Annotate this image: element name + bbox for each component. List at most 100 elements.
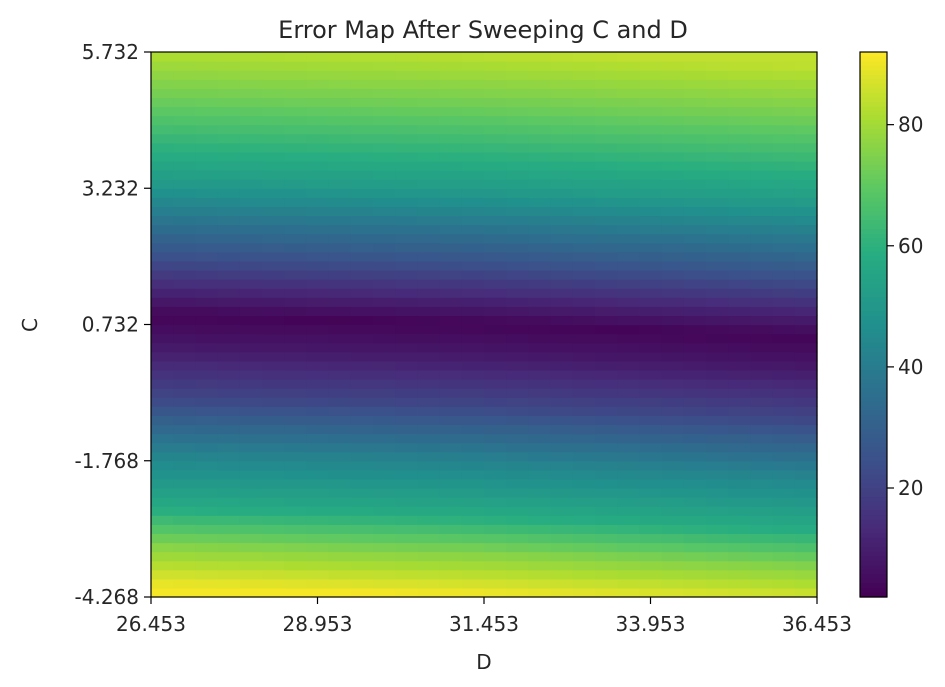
heatmap-cell <box>484 415 507 426</box>
heatmap-cell <box>328 79 352 89</box>
heatmap-cell <box>239 478 263 489</box>
heatmap-cell <box>373 569 396 580</box>
heatmap-cell <box>683 497 707 507</box>
heatmap-cell <box>528 260 552 271</box>
heatmap-cell <box>572 433 596 444</box>
heatmap-cell <box>350 97 374 108</box>
heatmap-cell <box>262 288 285 298</box>
heatmap-cell <box>506 451 529 462</box>
heatmap-cell <box>683 251 707 262</box>
heatmap-cell <box>350 342 374 353</box>
heatmap-cell <box>595 115 618 126</box>
heatmap-cell <box>195 351 219 362</box>
heatmap-cell <box>706 79 729 89</box>
heatmap-cell <box>661 233 685 244</box>
heatmap-cell <box>794 133 818 144</box>
heatmap-cell <box>683 188 707 198</box>
heatmap-cell <box>284 369 307 380</box>
heatmap-cell <box>528 524 552 535</box>
heatmap-cell <box>706 369 729 380</box>
heatmap-cell <box>750 506 774 516</box>
heatmap-cell <box>617 142 640 153</box>
heatmap-cell <box>306 233 330 244</box>
heatmap-cell <box>639 478 663 489</box>
heatmap-cell <box>395 260 418 271</box>
heatmap-cell <box>484 188 507 198</box>
colorbar-segment <box>860 569 887 575</box>
heatmap-cell <box>506 460 529 471</box>
heatmap-cell <box>728 61 751 71</box>
heatmap-cell <box>750 197 774 208</box>
heatmap-cell <box>173 260 196 271</box>
heatmap-cell <box>772 369 796 380</box>
heatmap-cell <box>661 524 685 535</box>
heatmap-cell <box>373 315 396 326</box>
heatmap-cell <box>350 179 374 189</box>
heatmap-cell <box>595 460 618 471</box>
heatmap-cell <box>195 251 219 262</box>
heatmap-cell <box>595 524 618 535</box>
heatmap-cell <box>484 578 507 589</box>
heatmap-cell <box>395 433 418 444</box>
heatmap-cell <box>683 515 707 525</box>
heatmap-cell <box>350 488 374 498</box>
heatmap-cell <box>195 115 219 126</box>
heatmap-cell <box>417 451 441 462</box>
heatmap-cell <box>706 251 729 262</box>
heatmap-cell <box>772 70 796 80</box>
heatmap-cell <box>617 306 640 317</box>
heatmap-cell <box>772 224 796 235</box>
heatmap-cell <box>661 533 685 544</box>
heatmap-cell <box>217 551 241 562</box>
heatmap-cell <box>151 260 174 271</box>
heatmap-cell <box>550 469 574 480</box>
heatmap-cell <box>217 469 241 480</box>
heatmap-cell <box>284 524 307 535</box>
heatmap-cell <box>528 506 552 516</box>
colorbar-segment <box>860 147 887 153</box>
heatmap-cell <box>461 188 485 198</box>
heatmap-cell <box>794 369 818 380</box>
heatmap-cell <box>639 578 663 589</box>
heatmap-cell <box>306 397 330 407</box>
heatmap-cell <box>728 115 751 126</box>
heatmap-cell <box>484 360 507 371</box>
heatmap-cell <box>439 497 463 507</box>
heatmap-cell <box>595 206 618 217</box>
heatmap-cell <box>528 415 552 426</box>
heatmap-cell <box>306 206 330 217</box>
heatmap-cell <box>572 170 596 180</box>
colorbar-segment <box>860 347 887 353</box>
heatmap-cell <box>284 551 307 562</box>
heatmap-cell <box>506 215 529 226</box>
heatmap-cell <box>262 569 285 580</box>
heatmap-cell <box>506 151 529 162</box>
heatmap-cell <box>706 270 729 280</box>
heatmap-cell <box>284 433 307 444</box>
heatmap-cell <box>794 242 818 253</box>
heatmap-cell <box>706 551 729 562</box>
heatmap-cell <box>284 97 307 108</box>
heatmap-cell <box>750 360 774 371</box>
heatmap-cell <box>439 115 463 126</box>
heatmap-cell <box>306 406 330 416</box>
heatmap-cell <box>328 451 352 462</box>
heatmap-cell <box>173 569 196 580</box>
heatmap-cell <box>395 578 418 589</box>
heatmap-cell <box>661 415 685 426</box>
heatmap-cell <box>439 224 463 235</box>
heatmap-cell <box>728 188 751 198</box>
heatmap-cell <box>728 351 751 362</box>
heatmap-cell <box>661 88 685 99</box>
heatmap-cell <box>262 551 285 562</box>
heatmap-cell <box>373 578 396 589</box>
heatmap-cell <box>794 260 818 271</box>
heatmap-cell <box>217 315 241 326</box>
heatmap-cell <box>683 215 707 226</box>
heatmap-cell <box>284 506 307 516</box>
heatmap-cell <box>328 297 352 307</box>
heatmap-cell <box>639 97 663 108</box>
heatmap-cell <box>617 469 640 480</box>
heatmap-cell <box>661 360 685 371</box>
heatmap-cell <box>617 524 640 535</box>
